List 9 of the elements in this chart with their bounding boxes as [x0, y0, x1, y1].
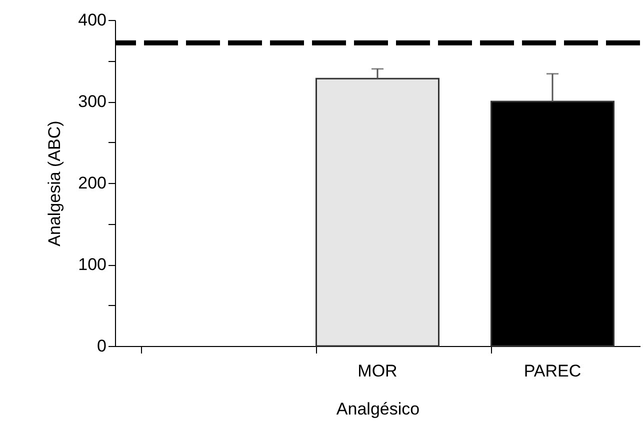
y-tick-label: 200 — [78, 174, 106, 192]
y-axis-title: Analgesia (ABC) — [45, 120, 64, 246]
y-tick-label: 100 — [78, 255, 106, 274]
x-tick-label: PAREC — [524, 362, 582, 380]
x-axis-title: Analgésico — [336, 400, 420, 418]
y-tick-label: 400 — [78, 10, 106, 30]
y-tick-label: 300 — [78, 92, 106, 111]
y-tick-label: 0 — [97, 336, 106, 356]
x-tick-label: MOR — [358, 362, 398, 380]
